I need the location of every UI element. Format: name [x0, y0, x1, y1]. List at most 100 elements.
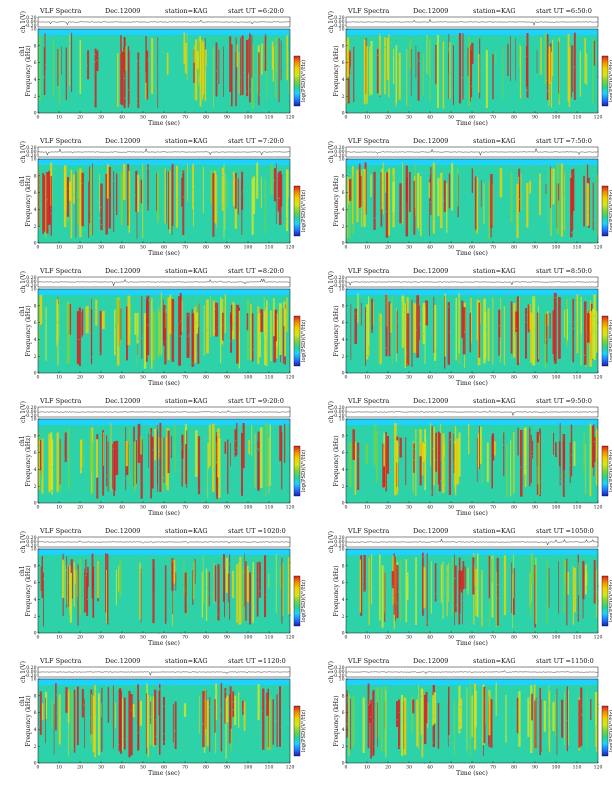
spectrogram-speckle: [68, 734, 70, 736]
spectrogram: [38, 419, 290, 504]
spectrogram-speckle: [591, 450, 592, 452]
spectrogram-speckle: [348, 460, 350, 462]
spectrogram-speckle: [568, 238, 570, 240]
spectrogram-stripe: [354, 308, 357, 344]
spectrogram-speckle: [122, 596, 124, 598]
spectrogram-speckle: [427, 622, 429, 624]
spectrogram-speckle: [141, 337, 143, 339]
spectrogram-stripe: [265, 307, 268, 366]
spectrogram-speckle: [238, 740, 240, 742]
spectrogram-speckle: [105, 739, 107, 741]
spectrogram-stripe: [76, 311, 80, 364]
colorbar-label: log(PSD)(V²/Hz): [608, 320, 612, 362]
spectrogram-speckle: [163, 705, 165, 707]
spectrogram-speckle: [171, 63, 172, 65]
spectrogram-stripe: [512, 573, 513, 629]
spectrogram-stripe: [106, 163, 109, 199]
x-tick-label: 40: [427, 505, 433, 511]
spectrogram-speckle: [352, 235, 354, 237]
spectrogram-stripe: [261, 176, 262, 209]
spectrogram-speckle: [150, 738, 152, 740]
x-tick-label: 20: [77, 375, 83, 381]
spectrogram-speckle: [589, 189, 591, 191]
spectrogram-stripe: [563, 574, 565, 615]
spectrogram-stripe: [524, 427, 527, 475]
spectrogram-speckle: [93, 333, 95, 336]
spectrogram-speckle: [271, 344, 273, 346]
spectrogram-speckle: [589, 470, 591, 472]
panel-title: VLF Spectra Dec.12009 station=KAG start UT …: [38, 266, 308, 276]
spectrogram-stripe: [125, 441, 128, 467]
y-tick-label: 6: [342, 450, 345, 456]
spectrogram-stripe: [456, 167, 459, 207]
spectrogram-speckle: [66, 188, 68, 190]
spectrogram-stripe: [529, 426, 531, 487]
spectrogram-speckle: [130, 557, 132, 559]
spectrogram-speckle: [117, 237, 119, 239]
spectrogram-speckle: [417, 762, 419, 764]
y-tick-label: 4: [342, 337, 345, 343]
spectrogram-speckle: [452, 213, 454, 216]
spectrogram-speckle: [367, 72, 369, 74]
x-tick-label: 80: [203, 115, 209, 121]
waveform-tick-label: 0.20: [334, 535, 344, 541]
spectrogram-stripe: [422, 442, 425, 462]
spectrogram-speckle: [571, 305, 572, 307]
spectrogram-speckle: [384, 715, 386, 717]
spectrogram-stripe: [367, 683, 370, 749]
spectrogram-speckle: [96, 59, 98, 62]
spectrogram-speckle: [233, 455, 235, 457]
x-tick-label: 120: [594, 115, 603, 121]
spectrogram-speckle: [401, 94, 403, 96]
spectrogram-speckle: [130, 629, 132, 632]
spectrogram-stripe: [232, 691, 235, 717]
spectrogram-speckle: [124, 738, 126, 740]
spectrogram-speckle: [517, 739, 518, 742]
spectrogram-stripe: [203, 305, 205, 356]
spectrogram-speckle: [137, 337, 139, 339]
spectrogram-speckle: [189, 228, 191, 230]
spectrogram-speckle: [272, 467, 274, 469]
spectrogram-speckle: [597, 322, 599, 324]
spectrogram-speckle: [577, 734, 578, 736]
spectrogram-stripe: [50, 176, 52, 236]
spectrogram-speckle: [73, 475, 74, 478]
spectrogram-speckle: [371, 482, 373, 485]
spectrogram-stripe: [271, 41, 274, 70]
spectrogram-speckle: [187, 314, 189, 316]
spectrogram-speckle: [543, 440, 545, 442]
spectrogram-speckle: [420, 632, 421, 634]
spectrogram-stripe: [392, 181, 395, 213]
spectrogram-stripe: [552, 702, 555, 732]
spectrogram-speckle: [167, 54, 169, 57]
x-tick-label: 30: [98, 505, 104, 511]
spectrogram-speckle: [444, 105, 446, 107]
spectrogram-speckle: [106, 325, 108, 327]
spectrogram-speckle: [474, 91, 476, 93]
spectrogram-speckle: [138, 371, 140, 373]
spectrogram-speckle: [367, 214, 368, 216]
spectrogram-stripe: [59, 298, 60, 337]
panel-start-time: start UT =8:50:0: [536, 267, 592, 275]
spectrogram-stripe: [365, 443, 368, 465]
spectrogram-speckle: [569, 50, 571, 52]
spectrogram-speckle: [147, 43, 149, 45]
x-tick-label: 20: [385, 505, 391, 511]
spectrogram-speckle: [384, 443, 386, 445]
spectrogram-stripe: [592, 308, 595, 359]
spectrogram-stripe: [433, 304, 437, 361]
spectrogram-speckle: [179, 488, 181, 490]
spectrogram-speckle: [200, 577, 202, 579]
spectrogram-stripe: [385, 690, 387, 758]
spectrogram-speckle: [106, 311, 108, 313]
spectrogram-speckle: [217, 694, 219, 696]
spectrogram-speckle: [166, 611, 168, 613]
spectrogram-speckle: [111, 696, 113, 698]
spectrogram-speckle: [279, 493, 280, 495]
spectrogram-stripe: [391, 571, 394, 589]
spectrogram-speckle: [590, 184, 592, 186]
spectrogram-stripe: [156, 172, 158, 212]
y-tick-label: 0: [342, 371, 345, 377]
y-tick-label: 0: [342, 501, 345, 507]
spectrogram-stripe: [488, 555, 491, 599]
